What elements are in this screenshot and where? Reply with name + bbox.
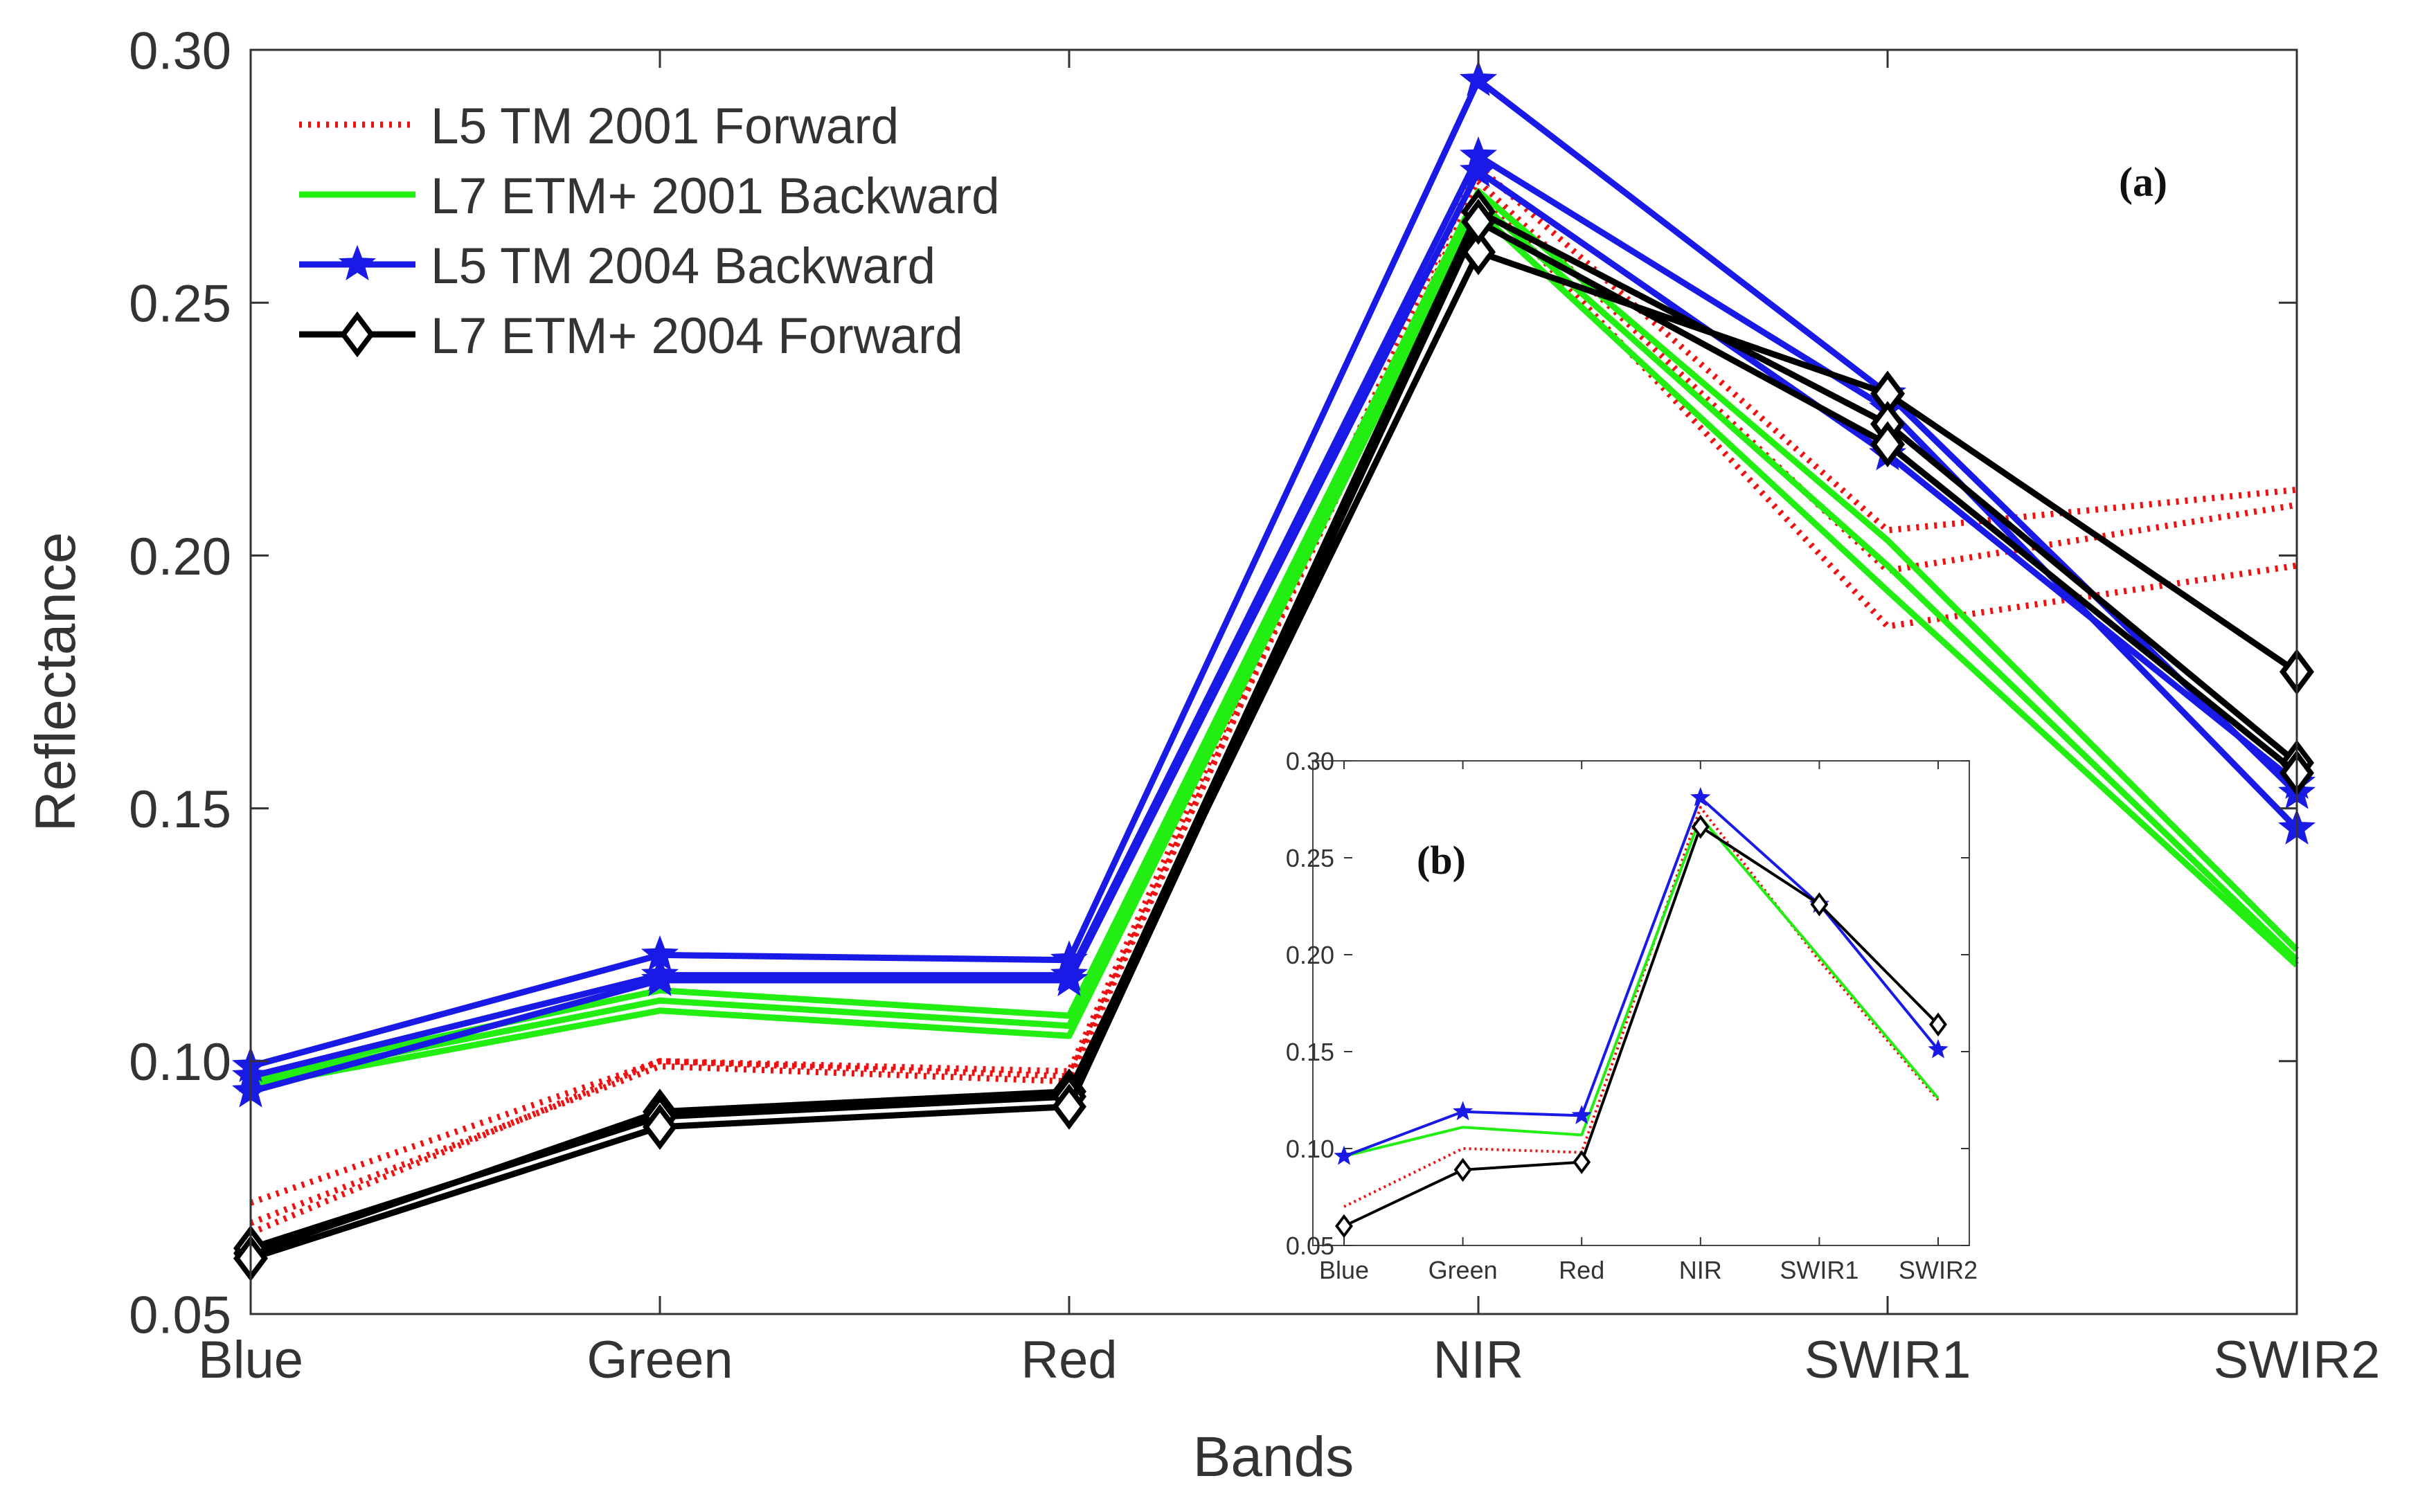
inset-series-line-l7-etm-2004-forward-1 [1343,825,1940,1227]
main-x-tick-label: Green [586,1331,733,1389]
main-y-tick-label: 0.15 [129,780,231,839]
inset-point-l7-etm-2004-forward-1-1 [1335,1214,1353,1239]
main-x-tick-label: SWIR1 [1804,1331,1971,1389]
inset-series-lines [1334,786,1949,1239]
main-plot: 0.05 0.10 0.15 0.20 0.25 0.30 Blue Green Red NIR S… [24,21,2380,1488]
inset-y-tick-label: 0.30 [1286,747,1334,775]
y-axis-label: Reflectance [24,532,87,831]
main-y-tick-label: 0.25 [129,275,231,334]
main-y-tick-label: 0.10 [129,1033,231,1092]
main-series-line-l7-etm-2001-backward-1 [250,188,2300,1080]
inset-point-l5-tm-2004-backward-1-1 [1334,1145,1354,1165]
inset-axis-ticks: 0.05 0.10 0.15 0.20 0.25 0.30 Blue Green Red NIR S… [1286,747,1978,1284]
inset-x-tick-label: Green [1429,1256,1498,1284]
inset-y-tick-label: 0.10 [1286,1135,1334,1163]
main-series-line-l7-etm-2004-forward-3 [249,218,2299,1261]
main-point-l5-tm-2004-backward-3-3 [1050,960,1089,996]
inset-series-line-l7-etm-2001-backward-1 [1343,816,1940,1158]
inset-point-l5-tm-2004-backward-1-3 [1571,1104,1592,1124]
legend-label-l7-etm-2004-forward: L7 ETM+ 2004 Forward [431,308,963,364]
inset-y-tick-label: 0.15 [1286,1038,1334,1066]
inset-background [1313,761,1969,1245]
main-x-tick-label: Red [1021,1331,1117,1389]
legend: L5 TM 2001 Forward L7 ETM+ 2001 Backward L… [299,98,1000,364]
inset-plot-frame [1312,760,1970,1246]
inset-point-l5-tm-2004-backward-1-6 [1928,1038,1949,1059]
panel-label-b: (b) [1417,838,1466,883]
inset-point-l7-etm-2004-forward-1-5 [1810,892,1829,917]
main-y-tick-label: 0.05 [129,1286,231,1344]
main-axis-ticks: 0.05 0.10 0.15 0.20 0.25 0.30 Blue Green Red NIR S… [129,21,2380,1389]
inset-x-tick-label: NIR [1679,1256,1722,1284]
inset-x-tick-label: Blue [1319,1256,1369,1284]
inset-x-tick-label: SWIR2 [1899,1256,1978,1284]
main-point-l7-etm-2004-forward-3-2 [643,1104,677,1151]
inset-point-l7-etm-2004-forward-1-4 [1691,814,1710,839]
inset-y-tick-label: 0.25 [1286,844,1334,872]
inset-point-l7-etm-2004-forward-1-2 [1453,1158,1472,1182]
legend-label-l7-etm-2001-backward: L7 ETM+ 2001 Backward [431,168,1000,224]
main-x-tick-label: NIR [1433,1331,1524,1389]
inset-point-l7-etm-2004-forward-1-3 [1573,1150,1591,1174]
main-point-l7-etm-2004-forward-3-4 [1461,199,1496,245]
main-point-l5-tm-2004-backward-3-4 [1459,151,1498,188]
main-series-line-l5-tm-2004-backward-3 [249,168,2299,1095]
inset-point-l7-etm-2004-forward-1-6 [1929,1012,1947,1037]
main-y-tick-label: 0.30 [129,21,231,80]
inset-x-tick-label: SWIR1 [1780,1256,1859,1284]
legend-label-l5-tm-2004-backward: L5 TM 2004 Backward [431,238,935,294]
inset-y-tick-label: 0.20 [1286,941,1334,969]
inset-x-tick-label: Red [1559,1256,1604,1284]
legend-marker-l5-tm-2004-backward [338,244,377,280]
panel-label-a: (a) [2119,159,2167,205]
main-x-tick-label: SWIR2 [2214,1331,2381,1389]
main-series-line-l5-tm-2001-forward-3 [249,188,2298,1236]
inset-plot: 0.05 0.10 0.15 0.20 0.25 0.30 Blue Green Red NIR S… [1286,747,1978,1284]
main-point-l7-etm-2004-forward-3-5 [1870,421,1905,468]
main-series-line-l5-tm-2004-backward-1 [249,77,2300,1070]
x-axis-label: Bands [1193,1425,1354,1488]
main-series-line-l5-tm-2001-forward-1 [249,163,2298,1206]
legend-label-l5-tm-2001-forward: L5 TM 2001 Forward [431,98,899,154]
inset-point-l5-tm-2004-backward-1-4 [1690,786,1711,807]
main-point-l5-tm-2004-backward-3-2 [641,960,679,996]
legend-marker-l7-etm-2004-forward [340,311,375,358]
inset-y-tick-label: 0.05 [1286,1232,1334,1260]
inset-point-l5-tm-2004-backward-1-2 [1452,1101,1474,1121]
main-plot-frame [249,48,2298,1315]
main-series-lines [231,60,2316,1281]
main-point-l5-tm-2004-backward-1-4 [1459,60,1498,96]
main-x-tick-label: Blue [198,1331,303,1389]
inset-series-line-l5-tm-2004-backward-1 [1343,796,1940,1158]
main-series-line-l7-etm-2001-backward-3 [250,208,2300,1090]
main-series-line-l7-etm-2004-forward-2 [249,208,2299,1252]
main-y-tick-label: 0.20 [129,528,231,586]
main-series-line-l7-etm-2001-backward-2 [250,198,2300,1085]
main-series-line-l7-etm-2004-forward-1 [249,249,2299,1257]
main-point-l7-etm-2004-forward-3-3 [1052,1083,1086,1130]
